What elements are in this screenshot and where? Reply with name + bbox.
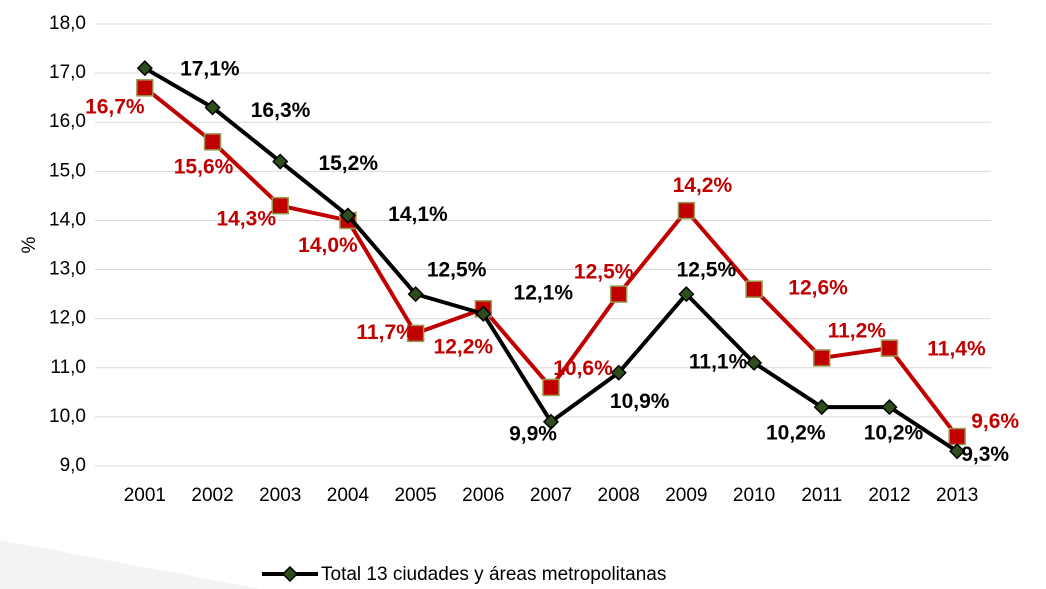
x-tick-label: 2009 <box>665 485 707 506</box>
diamond-marker <box>136 60 153 77</box>
x-tick-label: 2005 <box>394 485 436 506</box>
square-marker <box>813 349 831 367</box>
x-tick-label: 2006 <box>462 485 504 506</box>
data-label: 14,0% <box>298 234 358 257</box>
y-tick-label: 16,0 <box>49 111 86 132</box>
data-label: 12,5% <box>427 259 487 282</box>
y-tick-label: 13,0 <box>49 259 86 280</box>
diamond-marker <box>678 286 695 303</box>
data-label: 9,9% <box>509 422 557 445</box>
square-marker <box>609 285 628 303</box>
x-tick-label: 2002 <box>191 485 233 506</box>
diamond-marker <box>746 354 763 371</box>
diamond-marker <box>475 305 492 322</box>
x-tick-label: 2003 <box>259 485 301 506</box>
square-marker <box>880 339 899 357</box>
data-label: 16,3% <box>251 99 311 122</box>
x-tick-label: 2011 <box>801 485 842 506</box>
data-label: 10,2% <box>864 422 924 445</box>
diamond-marker <box>542 413 560 430</box>
diamond-marker <box>881 399 898 416</box>
square-marker <box>406 324 425 343</box>
background-shape <box>0 540 260 589</box>
x-tick-label: 2004 <box>327 485 370 506</box>
diamond-marker <box>339 207 356 224</box>
diamond-marker <box>407 286 424 303</box>
data-label: 11,4% <box>927 338 986 361</box>
y-tick-label: 17,0 <box>49 62 86 83</box>
square-marker <box>136 79 154 97</box>
data-label: 11,7% <box>356 321 415 344</box>
data-label: 15,2% <box>318 152 378 175</box>
diamond-marker <box>272 153 289 170</box>
y-axis-label: % <box>19 236 40 253</box>
data-label: 14,1% <box>388 203 448 226</box>
x-tick-label: 2008 <box>598 485 640 506</box>
data-label: 10,6% <box>553 357 613 380</box>
data-label: 12,6% <box>788 277 848 300</box>
x-tick-label: 2010 <box>733 485 775 506</box>
y-tick-label: 18,0 <box>49 13 86 34</box>
data-label: 11,1% <box>689 350 748 373</box>
x-tick-label: 2013 <box>936 485 978 506</box>
data-label: 15,6% <box>174 155 234 178</box>
data-label: 14,2% <box>673 174 733 197</box>
data-label: 10,9% <box>610 390 670 413</box>
y-tick-label: 12,0 <box>49 308 86 329</box>
square-marker <box>745 280 763 298</box>
y-tick-label: 14,0 <box>49 209 86 230</box>
diamond-marker <box>949 443 966 460</box>
square-marker <box>542 378 560 397</box>
y-tick-label: 9,0 <box>60 455 86 476</box>
legend-marker <box>281 565 299 583</box>
diamond-marker <box>813 399 830 416</box>
data-label: 11,2% <box>828 320 887 343</box>
y-tick-label: 11,0 <box>50 357 86 378</box>
x-tick-label: 2012 <box>868 485 910 506</box>
diamond-marker <box>204 99 221 116</box>
data-label: 9,3% <box>961 443 1009 466</box>
legend-label: Total 13 ciudades y áreas metropolitanas <box>321 564 666 585</box>
y-tick-label: 10,0 <box>49 406 86 427</box>
data-label: 16,7% <box>85 95 145 118</box>
x-tick-label: 2007 <box>530 485 572 506</box>
data-label: 12,5% <box>574 261 634 284</box>
data-label: 14,3% <box>216 207 276 230</box>
square-marker <box>203 133 222 151</box>
square-marker <box>677 201 696 220</box>
diamond-marker <box>610 364 627 381</box>
y-tick-label: 15,0 <box>49 160 86 181</box>
data-label: 10,2% <box>766 422 826 445</box>
data-label: 12,1% <box>514 281 574 304</box>
data-label: 17,1% <box>180 58 240 81</box>
x-tick-label: 2001 <box>124 485 166 506</box>
data-label: 12,5% <box>677 259 737 282</box>
data-label: 9,6% <box>971 410 1019 433</box>
data-label: 12,2% <box>434 335 494 358</box>
square-marker <box>271 196 289 215</box>
